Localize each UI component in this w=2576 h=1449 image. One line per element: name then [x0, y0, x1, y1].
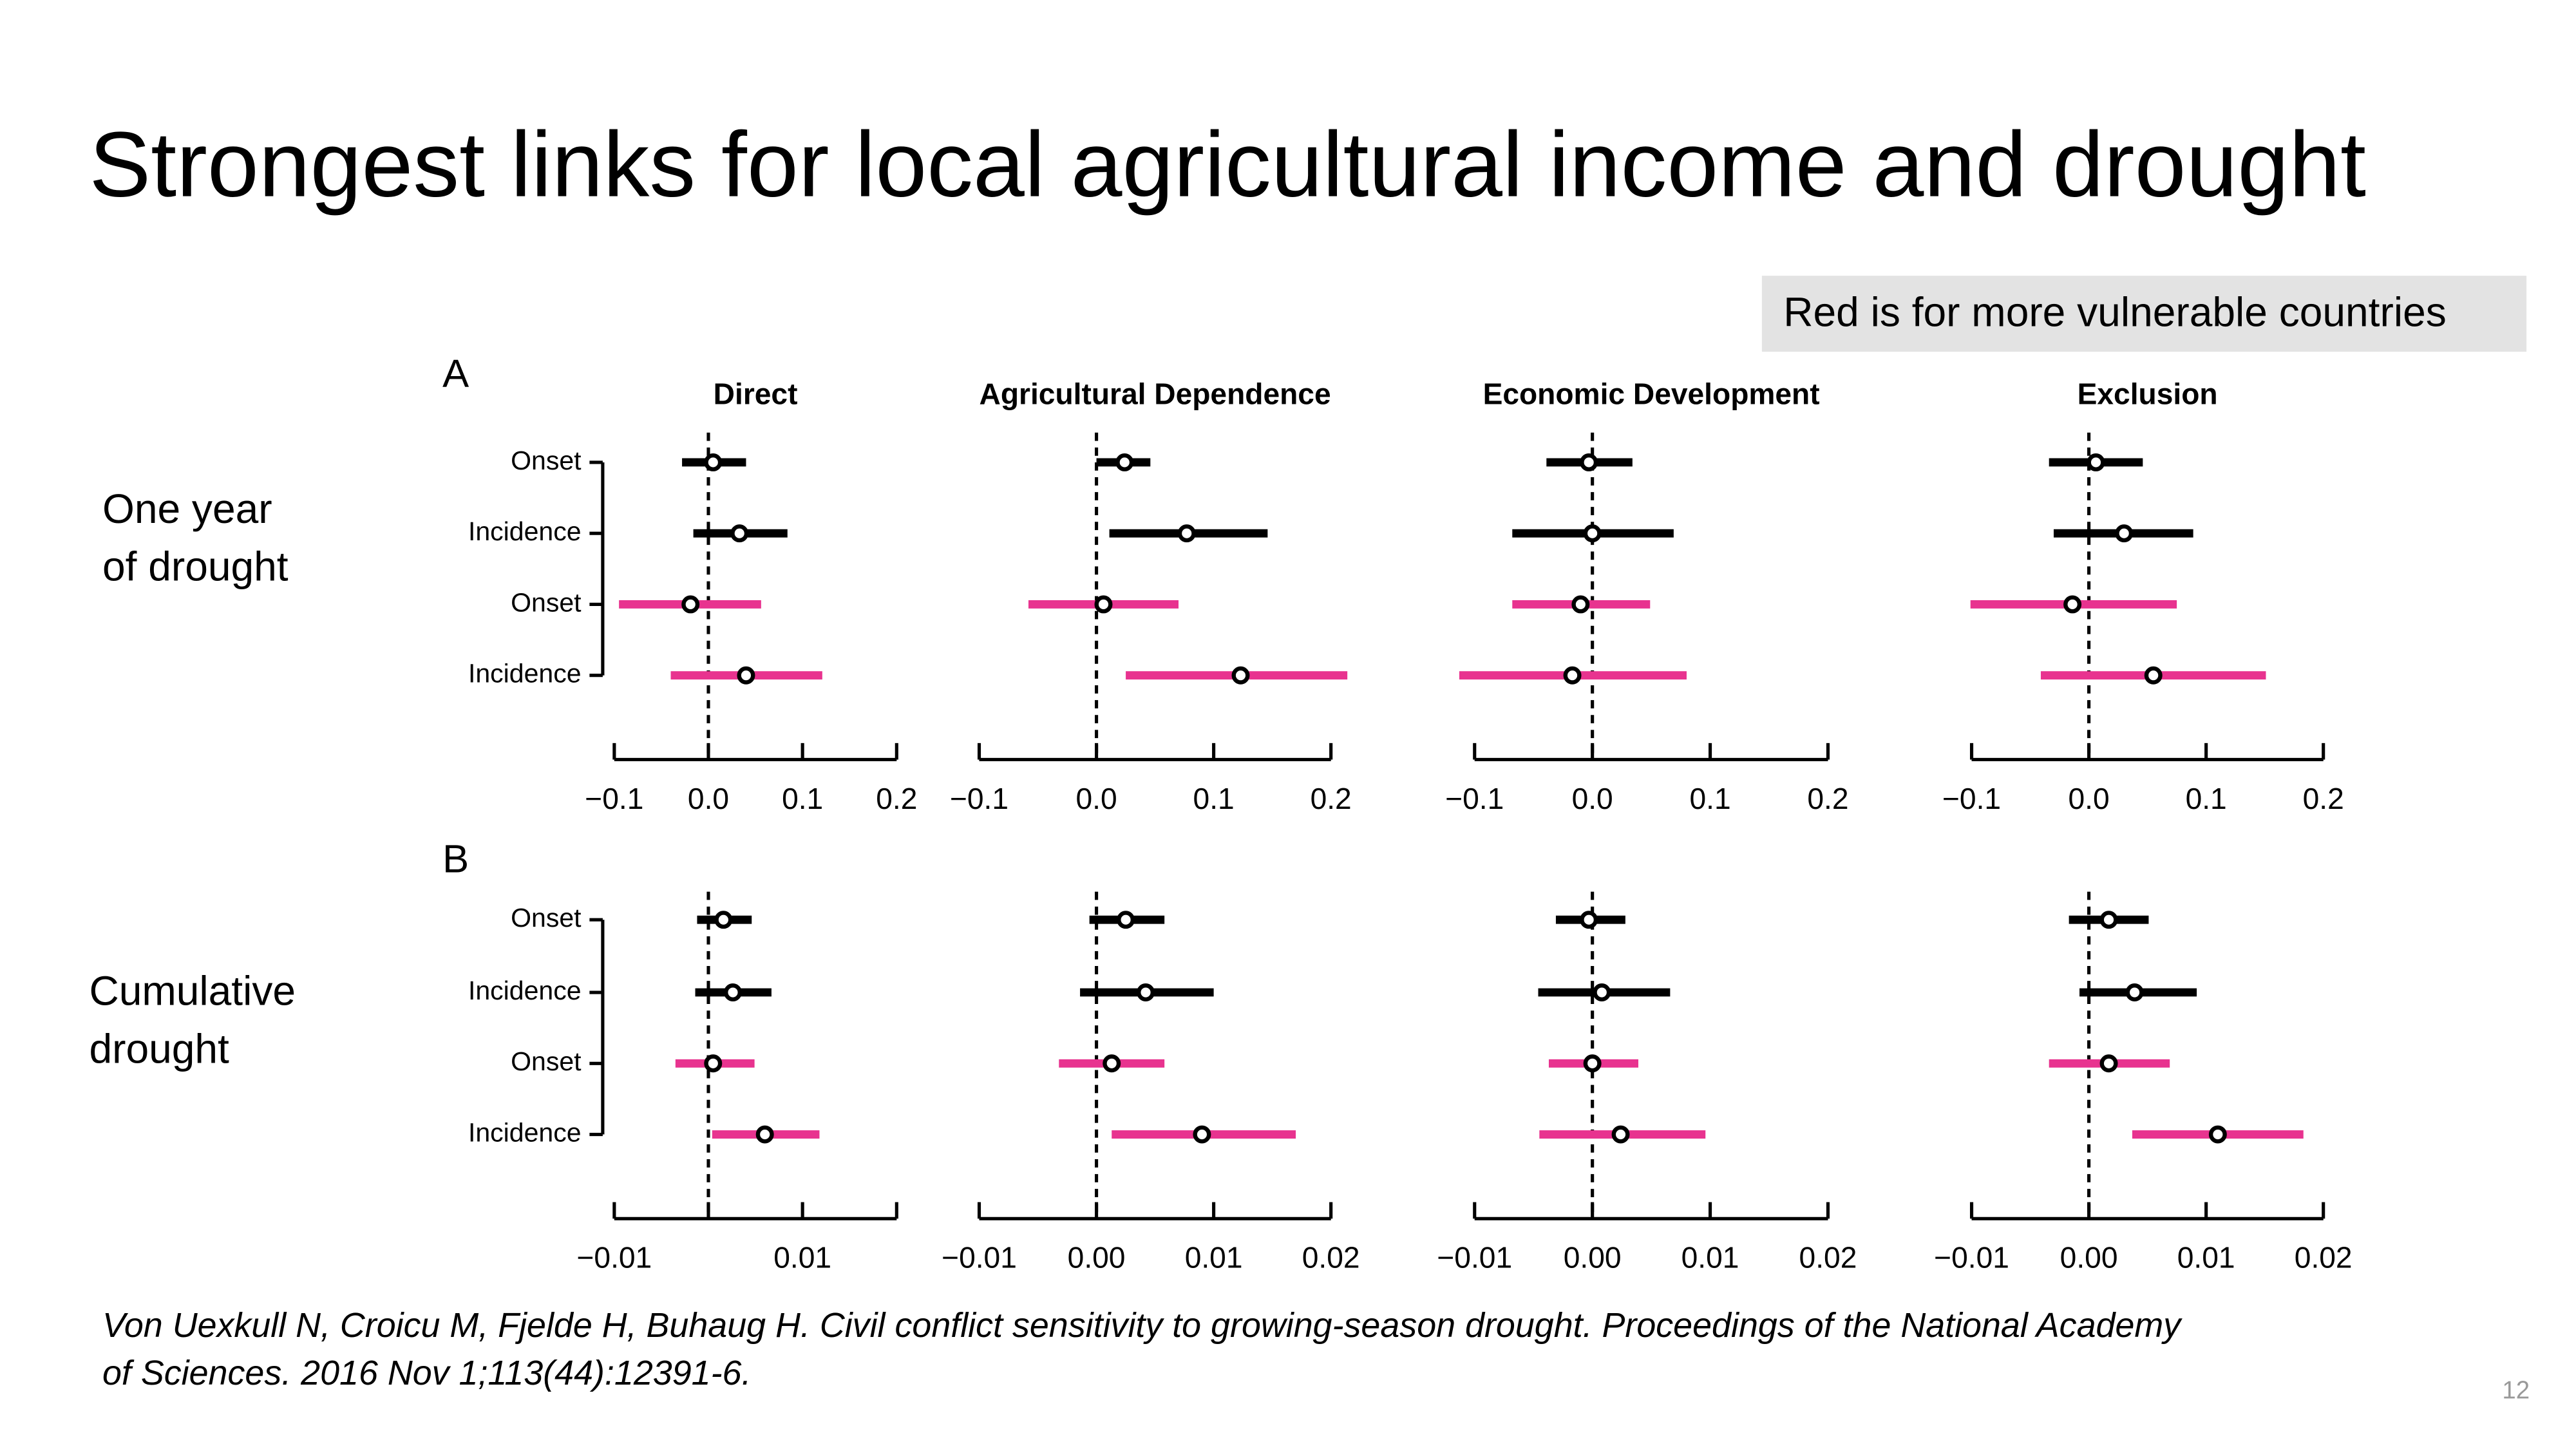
estimate	[1580, 911, 1598, 929]
x-tick-label: 0.0	[688, 782, 729, 815]
x-tick-label: 0.0	[1075, 782, 1117, 815]
estimate	[1117, 911, 1135, 929]
y-tick-label: Incidence	[468, 976, 582, 1005]
note: Red is for more vulnerable countries	[1783, 289, 2447, 336]
row-label: One year	[102, 486, 272, 532]
citation: of Sciences. 2016 Nov 1;113(44):12391-6.	[102, 1354, 751, 1392]
estimate	[737, 666, 755, 685]
x-tick-label: 0.1	[1193, 782, 1235, 815]
x-tick-label: 0.02	[1302, 1241, 1360, 1274]
estimate	[1103, 1054, 1121, 1073]
page-number: 12	[2502, 1377, 2530, 1405]
x-tick-label: 0.00	[1564, 1241, 1622, 1274]
estimate	[704, 453, 723, 471]
row-label: drought	[89, 1025, 229, 1072]
y-tick-label: Incidence	[468, 1117, 582, 1147]
estimate	[714, 911, 733, 929]
x-tick-label: 0.1	[782, 782, 823, 815]
estimate	[1583, 524, 1602, 543]
row-label: Cumulative	[89, 968, 296, 1014]
y-tick-label: Incidence	[468, 516, 582, 546]
x-tick-label: 0.00	[2060, 1241, 2118, 1274]
y-tick-label: Onset	[511, 587, 582, 617]
x-tick-label: 0.01	[1185, 1241, 1243, 1274]
estimate	[724, 983, 742, 1001]
estimate	[1177, 524, 1196, 543]
x-tick-label: 0.01	[773, 1241, 831, 1274]
y-tick-label: Onset	[511, 446, 582, 475]
estimate	[1231, 666, 1250, 685]
x-tick-label: 0.1	[1689, 782, 1730, 815]
x-tick-label: −0.1	[1942, 782, 2001, 815]
estimate	[2144, 666, 2163, 685]
x-tick-label: 0.01	[2177, 1241, 2235, 1274]
row-label: of drought	[102, 544, 289, 590]
x-tick-label: 0.0	[1572, 782, 1613, 815]
panel-title: Economic Development	[1483, 377, 1820, 411]
estimate	[755, 1125, 774, 1144]
x-tick-label: −0.1	[950, 782, 1009, 815]
note-box	[1761, 276, 2527, 352]
x-tick-label: 0.2	[876, 782, 917, 815]
estimate	[1580, 453, 1598, 471]
x-tick-label: −0.01	[942, 1241, 1017, 1274]
estimate	[1593, 983, 1611, 1001]
y-tick-label: Incidence	[468, 659, 582, 688]
x-tick-label: 0.0	[2069, 782, 2110, 815]
estimate	[681, 595, 700, 614]
estimate	[2099, 1054, 2118, 1073]
x-tick-label: 0.1	[2186, 782, 2227, 815]
estimate	[704, 1054, 723, 1073]
estimate	[1137, 983, 1155, 1001]
estimate	[1563, 666, 1582, 685]
x-tick-label: −0.01	[1934, 1241, 2009, 1274]
y-tick-label: Onset	[511, 1046, 582, 1076]
x-tick-label: 0.01	[1681, 1241, 1739, 1274]
panel-title: Direct	[714, 377, 798, 411]
estimate	[1094, 595, 1113, 614]
x-tick-label: 0.02	[1799, 1241, 1857, 1274]
x-tick-label: −0.1	[1445, 782, 1504, 815]
x-tick-label: 0.02	[2295, 1241, 2353, 1274]
estimate	[2063, 595, 2082, 614]
slide-title: Strongest links for local agricultural i…	[89, 113, 2365, 216]
x-tick-label: 0.2	[1807, 782, 1848, 815]
estimate	[1611, 1125, 1630, 1144]
panel-label: B	[442, 837, 469, 882]
estimate	[2125, 983, 2144, 1001]
x-tick-label: −0.01	[1437, 1241, 1512, 1274]
estimate	[1571, 595, 1590, 614]
x-tick-label: 0.2	[1311, 782, 1352, 815]
citation: Von Uexkull N, Croicu M, Fjelde H, Buhau…	[102, 1306, 2183, 1345]
y-tick-label: Onset	[511, 903, 582, 933]
x-tick-label: −0.1	[585, 782, 643, 815]
x-tick-label: 0.00	[1068, 1241, 1126, 1274]
estimate	[730, 524, 749, 543]
panel-title: Exclusion	[2078, 377, 2218, 411]
estimate	[2087, 453, 2105, 471]
panel-label: A	[442, 352, 469, 396]
x-tick-label: −0.01	[576, 1241, 652, 1274]
estimate	[1193, 1125, 1211, 1144]
estimate	[2115, 524, 2134, 543]
estimate	[2208, 1125, 2227, 1144]
x-tick-label: 0.2	[2303, 782, 2344, 815]
estimate	[1115, 453, 1134, 471]
estimate	[1583, 1054, 1602, 1073]
panel-title: Agricultural Dependence	[980, 377, 1331, 411]
estimate	[2099, 911, 2118, 929]
